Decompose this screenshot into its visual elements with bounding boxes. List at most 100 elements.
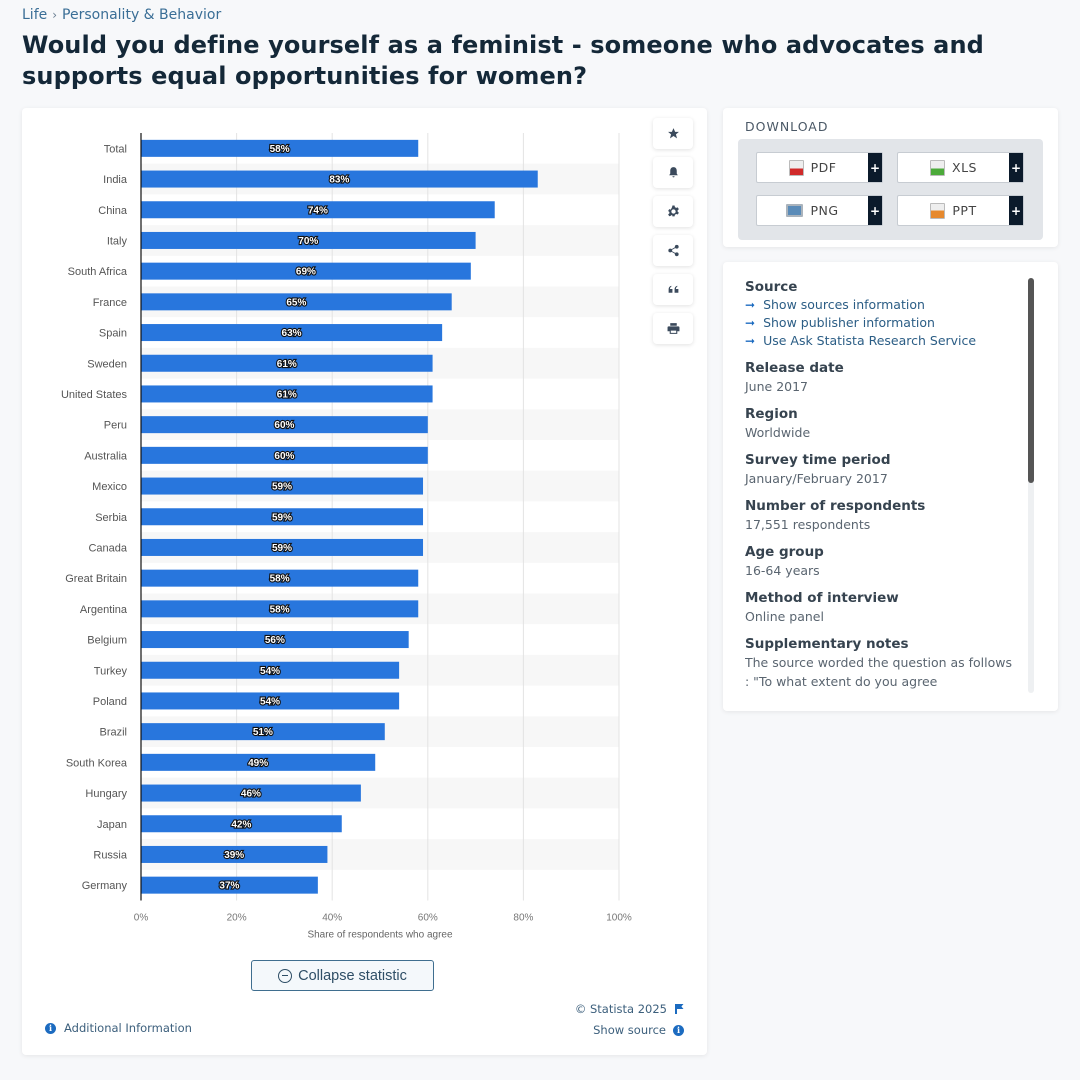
data-label: 58% [270,144,290,155]
notification-button[interactable] [653,157,693,188]
data-label: 51% [253,727,273,738]
flag-icon[interactable] [675,1004,684,1014]
category-label: Total [104,143,127,155]
data-label: 39% [224,850,244,861]
data-label: 59% [272,543,292,554]
category-label: Brazil [99,727,127,739]
download-png-label: PNG [810,203,839,218]
info-scroll-area: Source ➞ Show sources information ➞ Show p… [745,276,1015,691]
data-label: 49% [248,758,268,769]
show-source-label: Show source [593,1023,666,1037]
info-icon: i [673,1024,684,1036]
bar-south-africa [141,262,471,280]
bar-mexico [141,477,424,495]
x-tick-label: 40% [322,913,342,924]
bar-india [141,170,538,188]
bar-france [141,293,452,311]
x-axis-title: Share of respondents who agree [307,930,453,941]
bar-belgium [141,631,409,649]
data-label: 69% [296,267,316,278]
category-label: China [98,205,128,217]
download-panel: DOWNLOAD PDF + XLS + PNG + PPT + [723,108,1058,247]
pdf-file-icon [788,159,804,176]
data-label: 56% [265,635,285,646]
data-label: 60% [274,420,294,431]
collapse-statistic-button[interactable]: Collapse statistic [251,960,434,991]
png-file-icon [786,204,804,217]
data-label: 61% [277,359,297,370]
category-label: United States [61,389,128,401]
category-label: Serbia [95,512,128,524]
arrow-right-icon: ➞ [745,316,756,330]
download-pdf-label: PDF [810,160,837,175]
additional-information-link[interactable]: i Additional Information [45,1021,192,1035]
arrow-right-icon: ➞ [745,334,756,348]
cite-button[interactable] [653,274,693,305]
info-scrollbar[interactable] [1028,278,1034,693]
data-label: 74% [308,205,328,216]
show-sources-link[interactable]: ➞ Show sources information [745,296,1015,314]
region-value: Worldwide [745,425,811,440]
data-label: 54% [260,696,280,707]
xls-options-button[interactable]: + [1009,153,1023,182]
settings-button[interactable] [653,196,693,227]
chart-toolbar [653,118,695,344]
category-label: Germany [82,880,128,892]
breadcrumb-personality-behavior[interactable]: Personality & Behavior [62,7,222,23]
bar-italy [141,231,476,249]
supplementary-notes-heading: Supplementary notes [745,636,909,652]
bar-poland [141,692,400,710]
pdf-options-button[interactable]: + [868,153,882,182]
category-label: Great Britain [65,573,127,585]
png-options-button[interactable]: + [868,196,882,225]
favorite-button[interactable] [653,118,693,149]
data-label: 60% [274,451,294,462]
category-label: Russia [93,849,128,861]
age-group-heading: Age group [745,544,824,560]
additional-information-label: Additional Information [64,1021,192,1035]
data-label: 70% [298,236,318,247]
category-label: Canada [88,542,127,554]
download-xls-button[interactable]: XLS + [897,152,1024,183]
respondents-value: 17,551 respondents [745,517,871,532]
download-pdf-button[interactable]: PDF + [756,152,883,183]
download-ppt-label: PPT [952,203,977,218]
share-button[interactable] [653,235,693,266]
category-label: Mexico [92,481,127,493]
respondents-heading: Number of respondents [745,498,926,514]
bar-serbia [141,508,424,526]
ask-statista-link[interactable]: ➞ Use Ask Statista Research Service [745,332,1015,350]
category-label: Sweden [87,358,127,370]
breadcrumb-life[interactable]: Life [22,7,48,23]
download-ppt-button[interactable]: PPT + [897,195,1024,226]
download-png-button[interactable]: PNG + [756,195,883,226]
category-label: Italy [107,235,128,247]
data-label: 46% [241,789,261,800]
download-button-grid: PDF + XLS + PNG + PPT + [738,139,1043,240]
survey-period-heading: Survey time period [745,452,891,468]
bar-peru [141,416,428,434]
bell-icon [668,167,678,178]
category-label: Belgium [87,635,127,647]
category-label: India [103,174,128,186]
print-button[interactable] [653,313,693,344]
bar-argentina [141,600,419,618]
show-publisher-link[interactable]: ➞ Show publisher information [745,314,1015,332]
category-label: Japan [97,819,127,831]
info-scrollbar-thumb[interactable] [1028,278,1034,483]
interview-method-value: Online panel [745,609,824,624]
data-label: 42% [231,819,251,830]
quote-icon [668,285,678,293]
region-heading: Region [745,406,798,422]
data-label: 61% [277,389,297,400]
category-label: Spain [99,328,127,340]
data-label: 59% [272,482,292,493]
show-source-link[interactable]: Show source i [593,1023,684,1037]
data-label: 65% [286,297,306,308]
share-icon [667,244,679,257]
interview-method-heading: Method of interview [745,590,899,606]
info-icon: i [45,1022,56,1034]
category-label: Turkey [94,665,128,677]
ppt-options-button[interactable]: + [1009,196,1023,225]
show-publisher-label: Show publisher information [763,315,935,330]
